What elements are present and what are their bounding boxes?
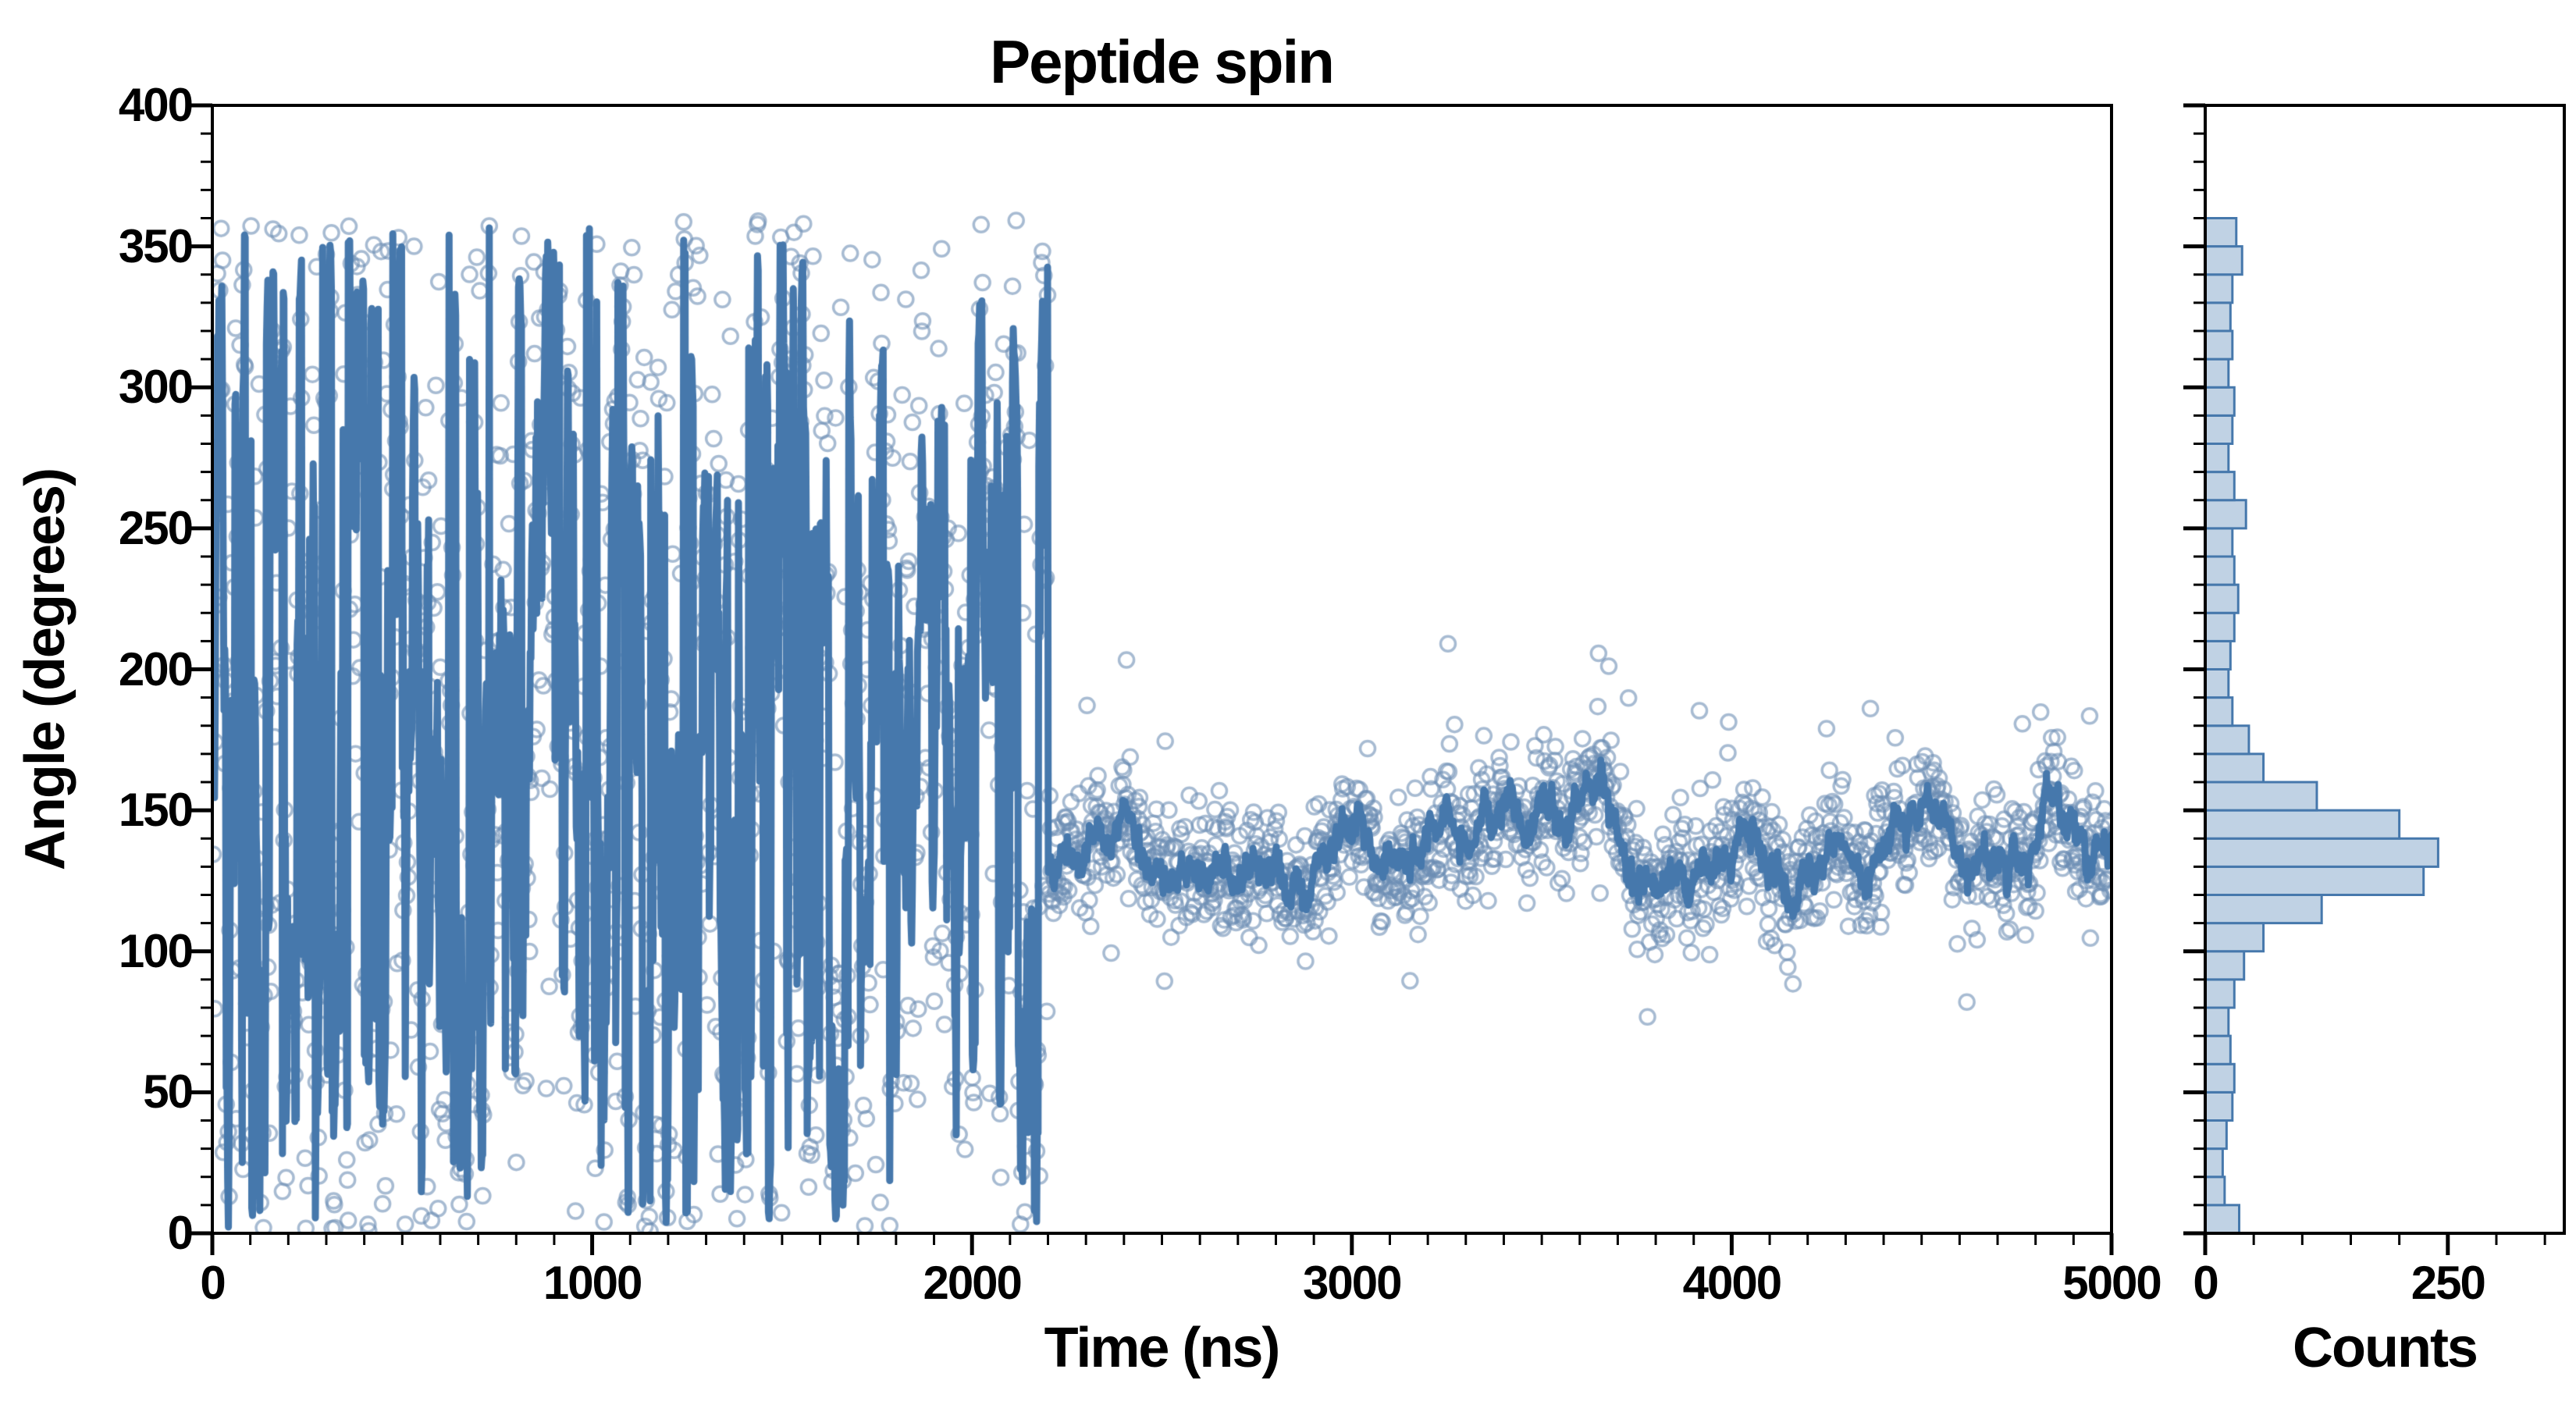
histogram-bar bbox=[2204, 1006, 2230, 1037]
histogram-bar bbox=[2204, 894, 2323, 925]
y-tick-label: 350 bbox=[118, 219, 194, 272]
histogram-bar bbox=[2204, 611, 2236, 642]
histogram-bar bbox=[2204, 443, 2230, 474]
histogram-bar bbox=[2204, 245, 2243, 276]
y-tick-label: 400 bbox=[118, 79, 194, 131]
histogram-bar bbox=[2204, 1062, 2236, 1094]
x-tick-label: 3000 bbox=[1303, 1257, 1402, 1309]
histogram-bar bbox=[2204, 1176, 2226, 1207]
histogram-bar bbox=[2204, 555, 2236, 586]
histogram-bar bbox=[2204, 1090, 2234, 1122]
histogram-bar bbox=[2204, 865, 2425, 896]
chart-title: Peptide spin bbox=[990, 27, 1335, 96]
hist-x-tick-label: 0 bbox=[2193, 1257, 2218, 1309]
histogram-bar bbox=[2204, 1119, 2228, 1151]
hist-x-axis-label: Counts bbox=[2293, 1317, 2478, 1379]
x-axis-label: Time (ns) bbox=[1044, 1317, 1281, 1379]
histogram-bar bbox=[2204, 837, 2439, 868]
y-tick-label: 100 bbox=[118, 924, 194, 977]
histogram-bar bbox=[2204, 752, 2265, 784]
histogram-bar bbox=[2204, 696, 2234, 727]
histogram-bar bbox=[2204, 1204, 2241, 1235]
histogram-bar bbox=[2204, 386, 2236, 417]
histogram-bar bbox=[2204, 301, 2232, 333]
histogram-bar bbox=[2204, 357, 2230, 389]
histogram-bar bbox=[2204, 217, 2238, 248]
histogram-bar bbox=[2204, 639, 2232, 670]
histogram-bar bbox=[2204, 1147, 2224, 1179]
histogram-bar bbox=[2204, 1034, 2232, 1065]
histogram-bar bbox=[2204, 471, 2236, 502]
histogram-bar bbox=[2204, 922, 2265, 953]
scatter-plot-canvas bbox=[212, 105, 2112, 1233]
x-tick-label: 4000 bbox=[1682, 1257, 1782, 1309]
y-tick-label: 150 bbox=[118, 784, 194, 837]
x-tick-label: 1000 bbox=[543, 1257, 642, 1309]
histogram-bar bbox=[2204, 724, 2250, 756]
histogram-bar bbox=[2204, 781, 2318, 812]
histogram-bar bbox=[2204, 527, 2234, 558]
histogram-bar bbox=[2204, 978, 2236, 1009]
histogram-bar bbox=[2204, 950, 2246, 981]
y-tick-label: 250 bbox=[118, 501, 194, 554]
hist-x-tick-label: 250 bbox=[2411, 1257, 2486, 1309]
histogram-bar bbox=[2204, 329, 2234, 361]
y-tick-label: 0 bbox=[167, 1207, 194, 1259]
x-tick-label: 2000 bbox=[923, 1257, 1022, 1309]
histogram-bar bbox=[2204, 668, 2230, 699]
histogram-bar bbox=[2204, 583, 2240, 614]
x-tick-label: 0 bbox=[200, 1257, 226, 1309]
y-tick-label: 300 bbox=[118, 361, 194, 414]
hist-axes-spine bbox=[2204, 104, 2566, 1235]
main-axes-spine bbox=[211, 104, 2113, 1235]
y-tick-label: 200 bbox=[118, 642, 194, 695]
histogram-bar bbox=[2204, 273, 2234, 304]
y-tick-label: 50 bbox=[143, 1065, 194, 1119]
histogram-bar bbox=[2204, 809, 2401, 840]
x-tick-label: 5000 bbox=[2062, 1257, 2161, 1309]
histogram-bar bbox=[2204, 414, 2234, 445]
histogram-bar bbox=[2204, 499, 2247, 530]
